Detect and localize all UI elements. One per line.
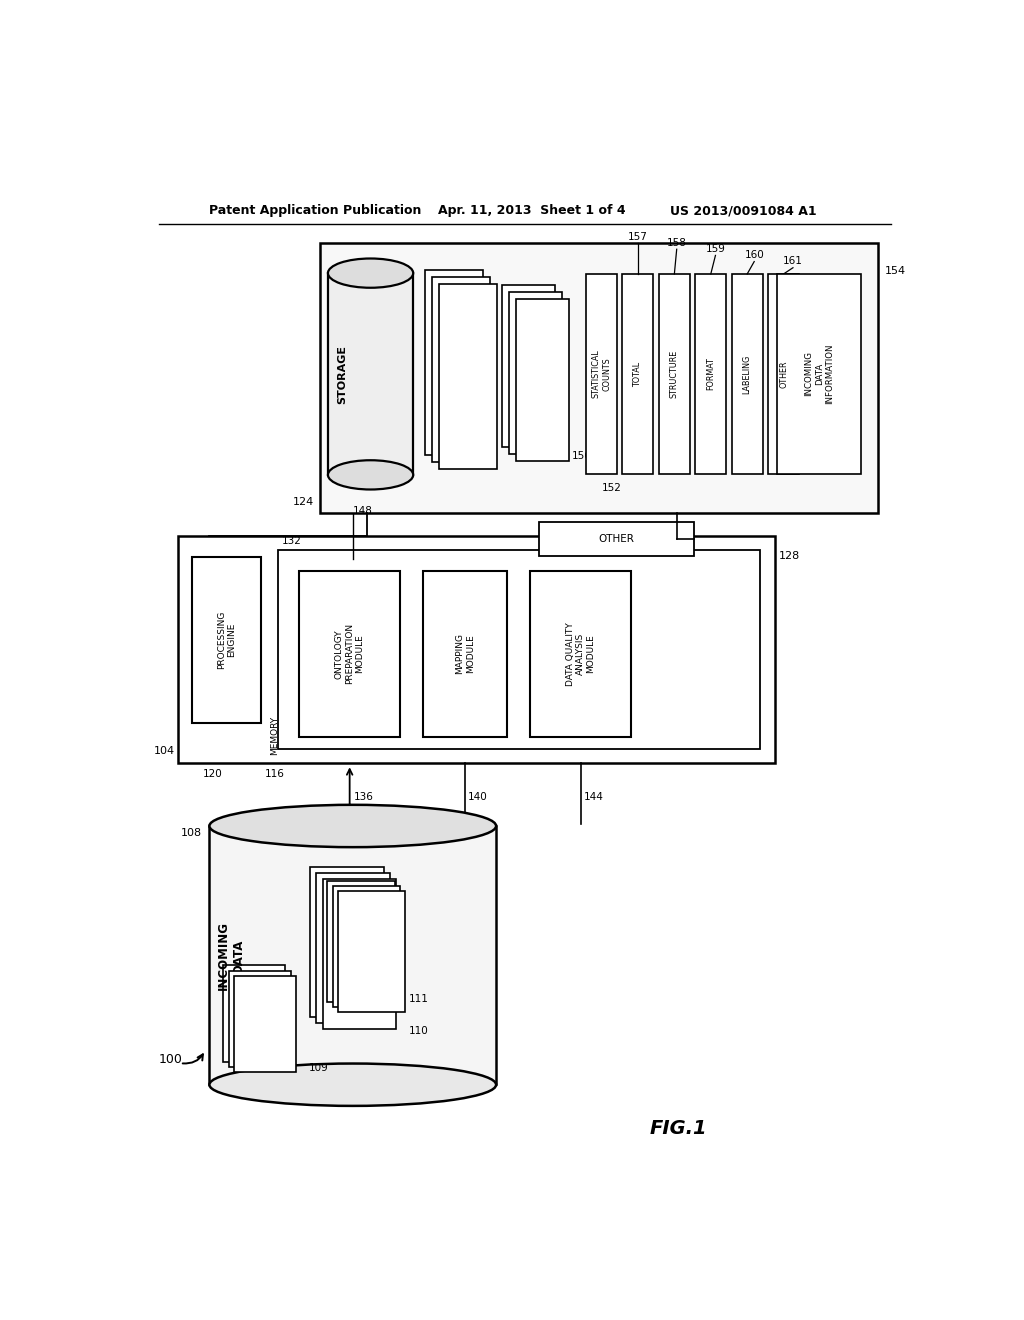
Text: 157: 157 <box>628 231 648 242</box>
Text: FIG.1: FIG.1 <box>649 1119 707 1138</box>
FancyBboxPatch shape <box>323 879 396 1030</box>
FancyBboxPatch shape <box>328 273 414 475</box>
Text: DATA QUALITY
ANALYSIS
MODULE: DATA QUALITY ANALYSIS MODULE <box>565 622 596 686</box>
Text: 148: 148 <box>352 506 373 516</box>
Text: 111: 111 <box>409 994 428 1003</box>
Text: 120: 120 <box>203 770 222 779</box>
Text: LABELING: LABELING <box>742 354 752 393</box>
Text: Apr. 11, 2013  Sheet 1 of 4: Apr. 11, 2013 Sheet 1 of 4 <box>438 205 626 218</box>
FancyBboxPatch shape <box>333 886 400 1007</box>
Text: STRUCTURE: STRUCTURE <box>670 350 679 399</box>
Text: 154: 154 <box>885 267 905 276</box>
FancyBboxPatch shape <box>425 271 483 455</box>
FancyBboxPatch shape <box>768 275 799 474</box>
Text: MAPPING
MODULE: MAPPING MODULE <box>456 634 475 675</box>
Text: US 2013/0091084 A1: US 2013/0091084 A1 <box>671 205 817 218</box>
FancyBboxPatch shape <box>209 826 496 1084</box>
FancyBboxPatch shape <box>623 275 653 474</box>
Text: STATISTICAL
COUNTS: STATISTICAL COUNTS <box>592 350 611 399</box>
FancyBboxPatch shape <box>539 521 693 557</box>
Ellipse shape <box>328 461 414 490</box>
FancyBboxPatch shape <box>234 977 296 1072</box>
Text: OTHER: OTHER <box>598 535 634 544</box>
Text: STORAGE: STORAGE <box>337 345 347 404</box>
FancyBboxPatch shape <box>278 549 760 748</box>
Text: 152: 152 <box>601 483 622 494</box>
Ellipse shape <box>209 805 496 847</box>
Text: 108: 108 <box>180 829 202 838</box>
FancyBboxPatch shape <box>178 536 775 763</box>
FancyBboxPatch shape <box>328 880 394 1002</box>
FancyBboxPatch shape <box>695 275 726 474</box>
FancyBboxPatch shape <box>316 873 390 1023</box>
FancyBboxPatch shape <box>516 300 569 461</box>
Text: PROCESSING
ENGINE: PROCESSING ENGINE <box>217 611 237 669</box>
Text: 136: 136 <box>353 792 374 803</box>
FancyBboxPatch shape <box>586 275 617 474</box>
FancyBboxPatch shape <box>432 277 489 462</box>
Text: OTHER: OTHER <box>779 360 788 388</box>
FancyBboxPatch shape <box>509 293 562 454</box>
Text: 124: 124 <box>293 498 314 507</box>
Text: DATA
TYPES: DATA TYPES <box>362 939 381 965</box>
Text: 161: 161 <box>783 256 803 267</box>
FancyBboxPatch shape <box>338 891 406 1012</box>
Text: SCOPES: SCOPES <box>355 936 364 972</box>
FancyBboxPatch shape <box>193 557 260 723</box>
FancyBboxPatch shape <box>310 867 384 1016</box>
FancyBboxPatch shape <box>732 275 763 474</box>
Text: 128: 128 <box>779 552 800 561</box>
Ellipse shape <box>209 1064 496 1106</box>
Text: INCOMING
DATA
INFORMATION: INCOMING DATA INFORMATION <box>805 343 835 404</box>
Text: 109: 109 <box>308 1063 329 1073</box>
Text: 110: 110 <box>409 1026 428 1036</box>
FancyBboxPatch shape <box>228 970 291 1067</box>
Text: 132: 132 <box>282 536 301 545</box>
FancyBboxPatch shape <box>438 284 497 469</box>
Text: 160: 160 <box>744 249 764 260</box>
FancyBboxPatch shape <box>658 275 690 474</box>
Text: 100: 100 <box>159 1053 182 1065</box>
Text: ONTOLOGY
PREPARATION
MODULE: ONTOLOGY PREPARATION MODULE <box>335 623 365 685</box>
Text: INCOMING
DATA: INCOMING DATA <box>217 921 245 990</box>
Text: 140: 140 <box>468 792 488 803</box>
Text: 159: 159 <box>706 244 725 253</box>
FancyBboxPatch shape <box>530 572 631 737</box>
Text: FORMAT: FORMAT <box>707 358 716 391</box>
Text: MEMORY: MEMORY <box>270 717 279 755</box>
Ellipse shape <box>328 259 414 288</box>
Text: 104: 104 <box>154 746 174 756</box>
FancyBboxPatch shape <box>299 572 400 737</box>
Text: 158: 158 <box>667 238 687 248</box>
Text: TBOX
STATEMENTS: TBOX STATEMENTS <box>532 351 552 409</box>
Text: Patent Application Publication: Patent Application Publication <box>209 205 422 218</box>
Text: 116: 116 <box>264 770 285 779</box>
Text: SOURCES: SOURCES <box>261 1003 269 1045</box>
Text: 144: 144 <box>584 792 603 803</box>
FancyBboxPatch shape <box>223 965 286 1061</box>
FancyBboxPatch shape <box>423 572 507 737</box>
FancyBboxPatch shape <box>777 275 861 474</box>
Text: DOMAIN
ONTOLOGIES: DOMAIN ONTOLOGIES <box>458 347 477 405</box>
FancyBboxPatch shape <box>503 285 555 447</box>
Text: 156: 156 <box>572 451 592 461</box>
Text: TOTAL: TOTAL <box>634 362 642 387</box>
FancyBboxPatch shape <box>321 243 879 512</box>
